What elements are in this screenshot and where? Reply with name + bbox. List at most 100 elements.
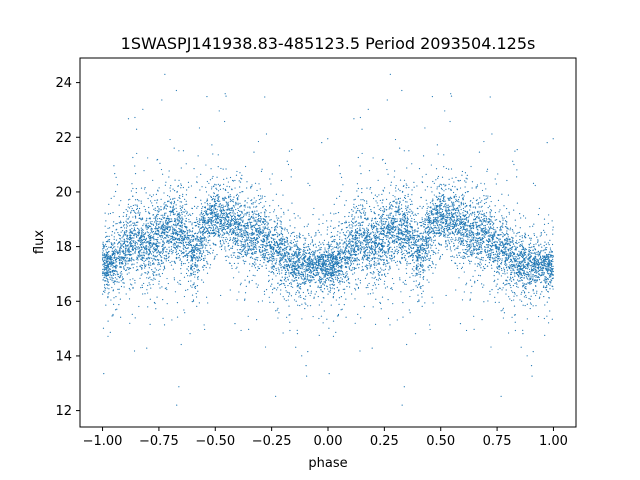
data-point xyxy=(535,281,537,283)
data-point xyxy=(211,177,213,179)
data-point xyxy=(285,290,287,292)
data-point xyxy=(540,232,543,234)
data-point xyxy=(426,210,428,212)
data-point xyxy=(151,205,154,207)
data-point xyxy=(409,211,411,213)
data-point xyxy=(143,234,145,236)
data-point xyxy=(394,218,397,220)
data-point xyxy=(277,287,279,289)
data-point xyxy=(422,155,425,157)
data-point xyxy=(445,188,447,190)
data-point xyxy=(116,249,118,251)
data-point xyxy=(133,229,136,231)
data-point xyxy=(497,271,499,273)
data-point xyxy=(485,259,487,262)
data-point xyxy=(203,251,205,253)
data-point xyxy=(242,255,245,257)
data-point xyxy=(201,253,203,255)
data-point xyxy=(367,259,369,261)
data-point xyxy=(166,221,168,223)
data-point xyxy=(134,252,136,254)
data-point xyxy=(320,261,322,263)
data-point xyxy=(529,226,531,228)
data-point xyxy=(226,205,229,207)
data-point xyxy=(427,253,429,255)
data-point xyxy=(326,256,328,258)
data-point xyxy=(218,204,220,206)
data-point xyxy=(319,276,321,278)
data-point xyxy=(123,259,125,261)
data-point xyxy=(272,248,274,250)
data-point xyxy=(497,292,499,294)
data-point xyxy=(102,254,104,257)
data-point xyxy=(443,154,445,156)
data-point xyxy=(477,203,479,205)
data-point xyxy=(333,203,335,206)
data-point xyxy=(249,239,251,242)
data-point xyxy=(350,269,352,272)
data-point xyxy=(204,265,206,267)
data-point xyxy=(140,241,142,243)
data-point xyxy=(544,262,546,265)
data-point xyxy=(180,187,182,189)
data-point xyxy=(535,305,537,307)
data-point xyxy=(187,239,189,241)
data-point xyxy=(506,254,508,257)
data-point xyxy=(539,256,542,259)
data-point xyxy=(284,249,286,251)
data-point xyxy=(481,283,483,285)
data-point xyxy=(380,308,382,310)
data-point xyxy=(547,278,550,280)
data-point xyxy=(334,267,336,270)
data-point xyxy=(499,258,501,260)
data-point xyxy=(540,272,543,274)
data-point xyxy=(336,197,338,199)
data-point xyxy=(104,245,106,247)
data-point xyxy=(197,155,199,157)
data-point xyxy=(301,303,303,305)
data-point xyxy=(194,271,196,273)
data-point xyxy=(155,222,157,224)
data-point xyxy=(404,231,406,233)
data-point xyxy=(494,240,496,243)
data-point xyxy=(215,195,217,198)
data-point xyxy=(370,209,372,211)
data-point xyxy=(534,256,536,258)
data-point xyxy=(146,217,148,220)
data-point xyxy=(407,205,409,207)
data-point xyxy=(530,256,532,258)
data-point xyxy=(501,254,504,256)
data-point xyxy=(415,260,417,262)
data-point xyxy=(547,290,549,293)
data-point xyxy=(123,211,125,214)
data-point xyxy=(170,248,173,250)
data-point xyxy=(370,220,373,222)
data-point xyxy=(105,271,108,273)
data-point xyxy=(444,234,446,237)
data-point xyxy=(177,252,179,255)
data-point xyxy=(404,279,407,282)
data-point xyxy=(200,199,202,201)
data-point xyxy=(167,231,169,233)
data-point xyxy=(361,269,363,272)
data-point xyxy=(280,254,282,257)
data-point xyxy=(171,237,173,240)
data-point xyxy=(206,244,208,246)
data-point xyxy=(544,247,547,249)
data-point xyxy=(307,252,310,254)
data-point xyxy=(132,267,134,269)
data-point xyxy=(252,239,255,242)
data-point xyxy=(452,205,454,207)
data-point xyxy=(193,205,196,207)
data-point xyxy=(145,192,147,194)
data-point xyxy=(411,189,413,191)
data-point xyxy=(199,221,201,223)
data-point xyxy=(506,241,508,243)
data-point xyxy=(512,243,515,245)
data-point xyxy=(126,222,128,224)
data-point xyxy=(337,248,339,250)
data-point xyxy=(514,282,516,285)
data-point xyxy=(308,256,311,258)
data-point xyxy=(226,255,228,257)
data-point xyxy=(197,277,199,279)
